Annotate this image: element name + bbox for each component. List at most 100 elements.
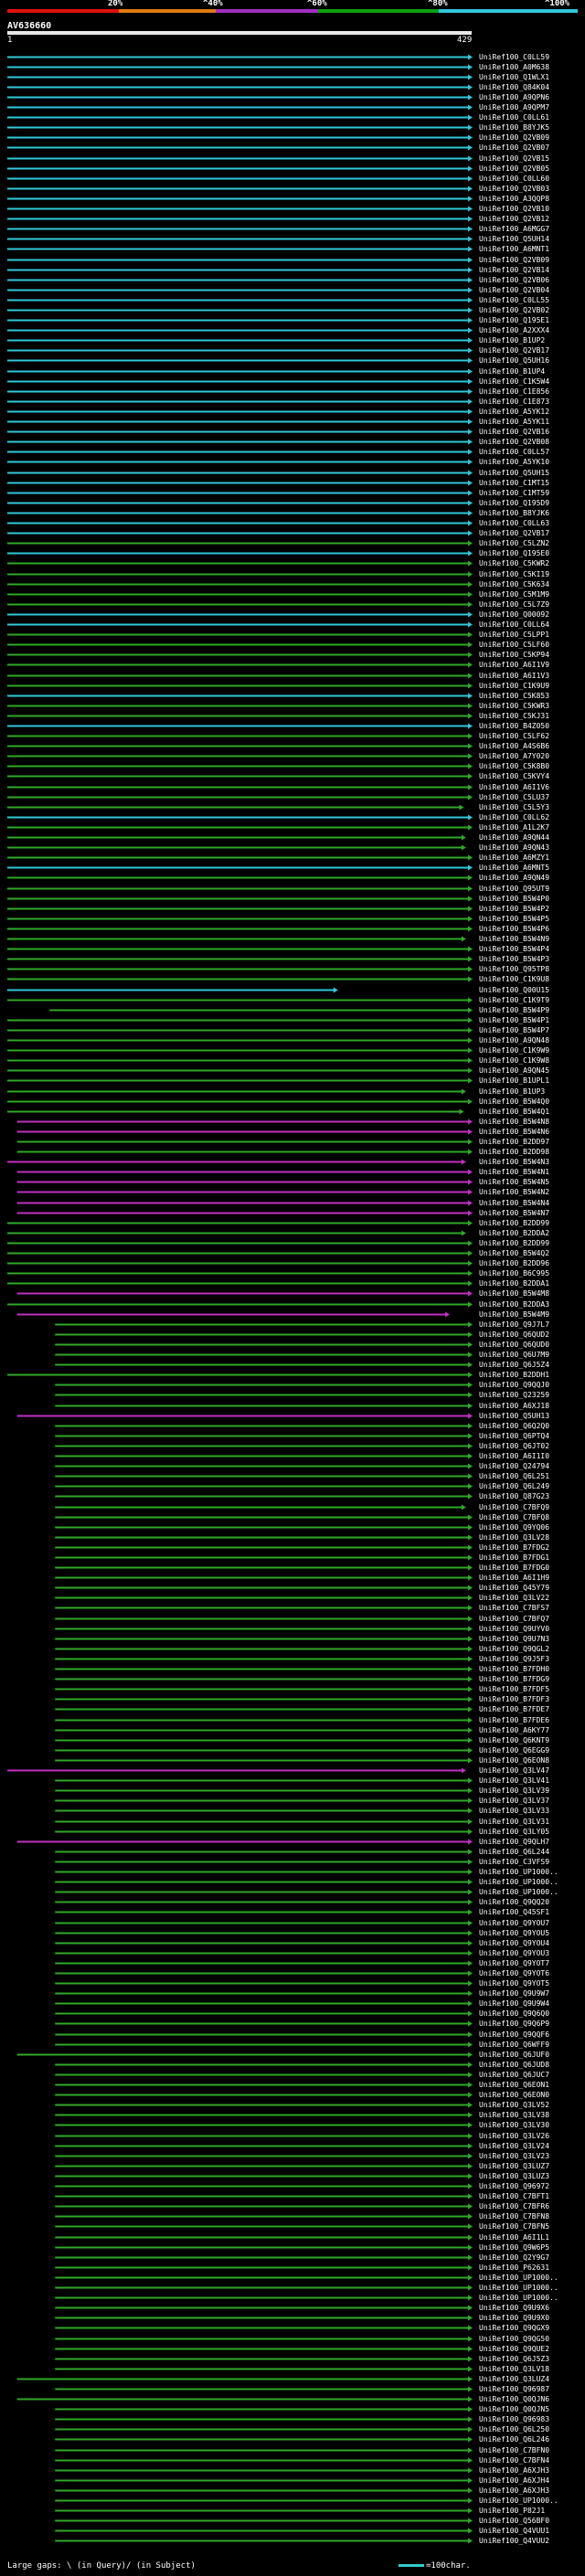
hit-label[interactable]: UniRef100_Q3LUZ3 (479, 2172, 550, 2180)
hit-label[interactable]: UniRef100_C5LF60 (479, 641, 550, 649)
hit-label[interactable]: UniRef100_Q4VUU2 (479, 2537, 550, 2545)
hit-label[interactable]: UniRef100_A3QQP8 (479, 195, 550, 203)
hit-label[interactable]: UniRef100_Q6L249 (479, 1482, 550, 1490)
hit-label[interactable]: UniRef100_B1UPL1 (479, 1076, 550, 1085)
hit-label[interactable]: UniRef100_B5W4P6 (479, 925, 550, 933)
hit-label[interactable]: UniRef100_B7FDF5 (479, 1685, 550, 1693)
hit-label[interactable]: UniRef100_Q3LV26 (479, 2132, 550, 2140)
hit-label[interactable]: UniRef100_Q6L250 (479, 2425, 550, 2433)
hit-label[interactable]: UniRef100_Q00U15 (479, 986, 550, 994)
hit-label[interactable]: UniRef100_C0LL57 (479, 448, 550, 456)
hit-label[interactable]: UniRef100_Q6KNT9 (479, 1736, 550, 1744)
hit-label[interactable]: UniRef100_A6I1V3 (479, 672, 550, 680)
hit-label[interactable]: UniRef100_B8YJK5 (479, 123, 550, 132)
hit-label[interactable]: UniRef100_Q6PTQ4 (479, 1432, 550, 1440)
hit-label[interactable]: UniRef100_Q2VB08 (479, 438, 550, 446)
hit-label[interactable]: UniRef100_Q9QQJ0 (479, 1381, 550, 1389)
hit-label[interactable]: UniRef100_B5W4P0 (479, 895, 550, 903)
hit-label[interactable]: UniRef100_B5W4P2 (479, 905, 550, 913)
hit-label[interactable]: UniRef100_C1E873 (479, 398, 550, 406)
hit-label[interactable]: UniRef100_Q6EGG9 (479, 1746, 550, 1754)
hit-label[interactable]: UniRef100_C5L5Y3 (479, 803, 550, 811)
hit-label[interactable]: UniRef100_Q2VB09 (479, 133, 550, 142)
hit-label[interactable]: UniRef100_C5LPP1 (479, 631, 550, 639)
hit-label[interactable]: UniRef100_Q96983 (479, 2415, 550, 2423)
hit-label[interactable]: UniRef100_C7BFQ7 (479, 1615, 550, 1623)
hit-label[interactable]: UniRef100_Q2VB12 (479, 215, 550, 223)
hit-label[interactable]: UniRef100_A9QPM7 (479, 103, 550, 111)
hit-label[interactable]: UniRef100_A1L2K7 (479, 823, 550, 832)
hit-label[interactable]: UniRef100_Q3LV41 (479, 1776, 550, 1785)
hit-label[interactable]: UniRef100_A6MNT1 (479, 245, 550, 253)
hit-label[interactable]: UniRef100_Q3LV33 (479, 1807, 550, 1815)
hit-label[interactable]: UniRef100_C5K634 (479, 580, 550, 588)
hit-label[interactable]: UniRef100_B5W4P9 (479, 1006, 550, 1014)
hit-label[interactable]: UniRef100_A6I1H9 (479, 1574, 550, 1582)
hit-label[interactable]: UniRef100_B5W4N2 (479, 1188, 550, 1196)
hit-label[interactable]: UniRef100_C0LL64 (479, 620, 550, 629)
hit-label[interactable]: UniRef100_A4S6B6 (479, 742, 550, 750)
hit-label[interactable]: UniRef100_Q9U9X6 (479, 2304, 550, 2312)
hit-label[interactable]: UniRef100_C5K8B0 (479, 762, 550, 770)
hit-label[interactable]: UniRef100_Q6U7M9 (479, 1351, 550, 1359)
hit-label[interactable]: UniRef100_Q2VB06 (479, 276, 550, 284)
hit-label[interactable]: UniRef100_B2DD97 (479, 1138, 550, 1146)
hit-label[interactable]: UniRef100_Q6L246 (479, 2435, 550, 2443)
hit-label[interactable]: UniRef100_B2DD99 (479, 1219, 550, 1227)
hit-label[interactable]: UniRef100_Q87G23 (479, 1492, 550, 1500)
hit-label[interactable]: UniRef100_Q6QUD0 (479, 1341, 550, 1349)
hit-label[interactable]: UniRef100_C7BFN5 (479, 2222, 550, 2231)
hit-label[interactable]: UniRef100_B7FDE7 (479, 1705, 550, 1713)
hit-label[interactable]: UniRef100_Q2VB10 (479, 205, 550, 213)
hit-label[interactable]: UniRef100_Q9QGX9 (479, 2324, 550, 2332)
hit-label[interactable]: UniRef100_Q9QQ20 (479, 1898, 550, 1906)
hit-label[interactable]: UniRef100_C1K9W9 (479, 1046, 550, 1055)
hit-label[interactable]: UniRef100_Q23259 (479, 1391, 550, 1399)
hit-label[interactable]: UniRef100_Q2VB07 (479, 143, 550, 152)
hit-label[interactable]: UniRef100_Q5UH14 (479, 235, 550, 243)
hit-label[interactable]: UniRef100_A6MGG7 (479, 225, 550, 233)
hit-label[interactable]: UniRef100_Q2VB04 (479, 286, 550, 294)
hit-label[interactable]: UniRef100_Q2VB03 (479, 185, 550, 193)
hit-label[interactable]: UniRef100_B7FDG9 (479, 1675, 550, 1683)
hit-label[interactable]: UniRef100_C5KVY4 (479, 772, 550, 780)
hit-label[interactable]: UniRef100_B5W4Q2 (479, 1249, 550, 1257)
hit-label[interactable]: UniRef100_C0LL55 (479, 296, 550, 304)
hit-label[interactable]: UniRef100_Q2VB05 (479, 164, 550, 173)
hit-label[interactable]: UniRef100_Q2VB09 (479, 256, 550, 264)
hit-label[interactable]: UniRef100_Q6QUD2 (479, 1330, 550, 1339)
hit-label[interactable]: UniRef100_Q6EON8 (479, 1756, 550, 1765)
hit-label[interactable]: UniRef100_B4Z050 (479, 722, 550, 730)
hit-label[interactable]: UniRef100_Q3LV38 (479, 2111, 550, 2119)
hit-label[interactable]: UniRef100_B7FDE6 (479, 1716, 550, 1724)
hit-label[interactable]: UniRef100_Q3LUZ4 (479, 2375, 550, 2383)
hit-label[interactable]: UniRef100_A5YK12 (479, 408, 550, 416)
hit-label[interactable]: UniRef100_Q3LV24 (479, 2142, 550, 2150)
hit-label[interactable]: UniRef100_Q3LV39 (479, 1786, 550, 1795)
hit-label[interactable]: UniRef100_C7BFN0 (479, 2446, 550, 2454)
hit-label[interactable]: UniRef100_Q9QGL2 (479, 1645, 550, 1653)
hit-label[interactable]: UniRef100_Q6JUF0 (479, 2051, 550, 2059)
hit-label[interactable]: UniRef100_Q95UT9 (479, 885, 550, 893)
hit-label[interactable]: UniRef100_A2XXX4 (479, 326, 550, 334)
hit-label[interactable]: UniRef100_Q6L244 (479, 1848, 550, 1856)
hit-label[interactable]: UniRef100_Q95TP8 (479, 965, 550, 973)
hit-label[interactable]: UniRef100_Q3LV31 (479, 1818, 550, 1826)
hit-label[interactable]: UniRef100_A6XJ18 (479, 1402, 550, 1410)
hit-label[interactable]: UniRef100_C1MT15 (479, 479, 550, 487)
hit-label[interactable]: UniRef100_Q3LV22 (479, 1594, 550, 1602)
hit-label[interactable]: UniRef100_A0M638 (479, 63, 550, 71)
hit-label[interactable]: UniRef100_Q0QJN5 (479, 2405, 550, 2413)
hit-label[interactable]: UniRef100_Q0QJN6 (479, 2395, 550, 2403)
hit-label[interactable]: UniRef100_Q3LV23 (479, 2152, 550, 2160)
hit-label[interactable]: UniRef100_B2DD99 (479, 1239, 550, 1247)
hit-label[interactable]: UniRef100_B1UP3 (479, 1087, 546, 1096)
hit-label[interactable]: UniRef100_Q9YOU4 (479, 1939, 550, 1947)
hit-label[interactable]: UniRef100_Q45SF1 (479, 1908, 550, 1916)
hit-label[interactable]: UniRef100_C7BFN4 (479, 2456, 550, 2465)
hit-label[interactable]: UniRef100_B5W4P7 (479, 1026, 550, 1034)
hit-label[interactable]: UniRef100_Q9YOT5 (479, 1979, 550, 1988)
hit-label[interactable]: UniRef100_B2DDH1 (479, 1371, 550, 1379)
hit-label[interactable]: UniRef100_Q3LUZ7 (479, 2162, 550, 2170)
hit-label[interactable]: UniRef100_B2DDA1 (479, 1279, 550, 1288)
